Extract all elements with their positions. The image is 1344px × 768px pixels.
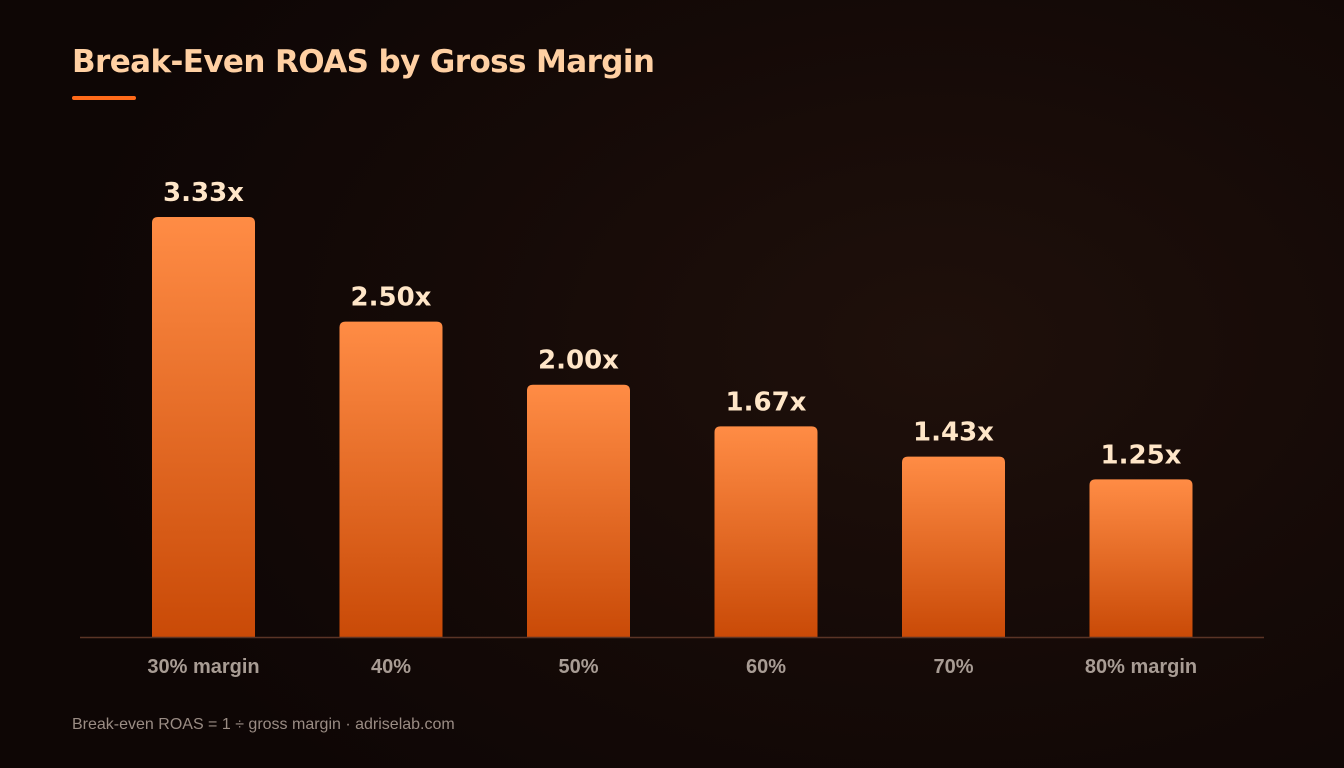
bar-value-label: 1.67x	[726, 387, 807, 417]
bar	[152, 217, 255, 637]
bar	[527, 384, 630, 637]
category-label: 60%	[746, 656, 786, 678]
bar-value-label: 2.50x	[351, 283, 432, 313]
category-label: 50%	[558, 656, 598, 678]
bar	[1089, 479, 1193, 637]
bar-value-label: 3.33x	[163, 178, 244, 208]
title-underline	[72, 96, 136, 100]
bar	[339, 321, 443, 637]
footnote: Break-even ROAS = 1 ÷ gross margin · adr…	[72, 716, 455, 733]
bar	[902, 456, 1005, 637]
bar	[714, 426, 818, 637]
category-label: 30% margin	[147, 656, 259, 678]
bar-value-label: 2.00x	[538, 346, 619, 376]
category-label: 40%	[371, 656, 411, 678]
bar-value-label: 1.25x	[1101, 440, 1182, 470]
bars-layer: 3.33x 30% margin 2.50x 40% 2.00x 50% 1.67x 60% 1…	[147, 178, 1197, 678]
bar-value-label: 1.43x	[913, 418, 994, 448]
category-label: 70%	[933, 656, 973, 678]
category-label: 80% margin	[1085, 656, 1197, 678]
chart-title: Break-Even ROAS by Gross Margin	[72, 44, 655, 80]
